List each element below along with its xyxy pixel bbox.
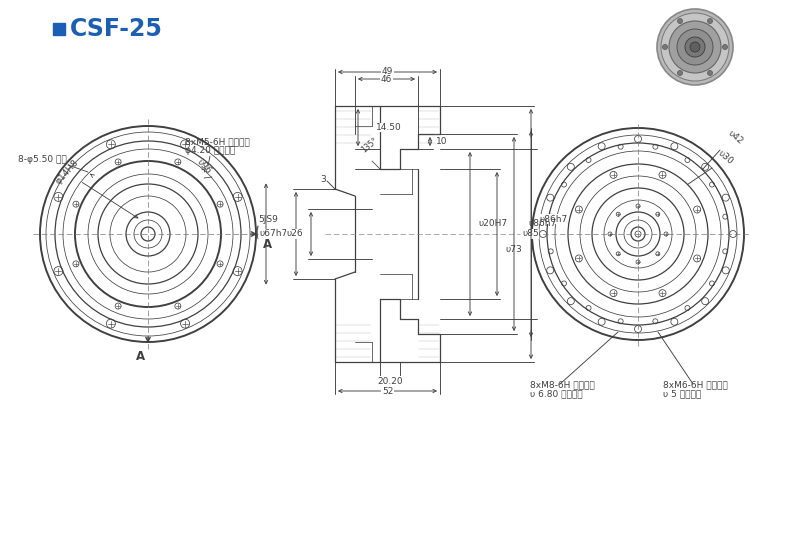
Text: υ86h7: υ86h7 — [539, 215, 567, 224]
Circle shape — [677, 29, 713, 65]
Text: 49: 49 — [382, 67, 393, 77]
Circle shape — [662, 45, 667, 50]
Text: 8xM5-6H 完全贯穿: 8xM5-6H 完全贯穿 — [185, 137, 250, 146]
Text: CSF-25: CSF-25 — [70, 17, 163, 41]
Text: υ107: υ107 — [258, 230, 281, 239]
Circle shape — [722, 45, 727, 50]
Text: 46: 46 — [381, 75, 392, 83]
Text: υ67h7: υ67h7 — [260, 230, 288, 238]
Circle shape — [661, 13, 729, 81]
Text: υ 5 完全贯穿: υ 5 完全贯穿 — [663, 389, 702, 398]
Circle shape — [669, 21, 721, 73]
Text: υ26: υ26 — [286, 230, 303, 238]
Text: 20.20: 20.20 — [377, 376, 403, 385]
Text: 5JS9: 5JS9 — [258, 215, 278, 224]
Text: 52: 52 — [382, 386, 393, 395]
Text: φ14H8: φ14H8 — [54, 158, 81, 186]
Circle shape — [678, 71, 682, 76]
Circle shape — [707, 19, 713, 24]
Text: υ30: υ30 — [716, 148, 734, 166]
Circle shape — [685, 37, 705, 57]
Text: φ4.20 完全贯穿: φ4.20 完全贯穿 — [185, 146, 235, 155]
Text: 14.50: 14.50 — [376, 123, 402, 132]
Text: 8xM6-6H 完全贯穿: 8xM6-6H 完全贯穿 — [663, 380, 728, 389]
Circle shape — [690, 42, 700, 52]
Text: 8xM8-6H 完全贯穿: 8xM8-6H 完全贯穿 — [530, 380, 594, 389]
Text: 135°: 135° — [360, 136, 380, 155]
Text: υ 6.80 完全贯穿: υ 6.80 完全贯穿 — [530, 389, 582, 398]
Circle shape — [678, 19, 682, 24]
Text: 8-φ5.50 贯穿: 8-φ5.50 贯穿 — [18, 155, 66, 164]
Bar — [53, 23, 65, 35]
Text: υ86h7: υ86h7 — [528, 219, 556, 228]
Text: υ85: υ85 — [522, 230, 538, 238]
Text: A: A — [135, 350, 145, 363]
Text: υ73: υ73 — [505, 245, 522, 253]
Circle shape — [707, 71, 713, 76]
Text: υ42: υ42 — [726, 129, 745, 146]
Text: 3: 3 — [320, 174, 326, 183]
Circle shape — [657, 9, 733, 85]
Text: 10: 10 — [436, 137, 447, 146]
Text: A: A — [263, 237, 272, 251]
Text: υ96: υ96 — [195, 157, 213, 176]
Text: υ20H7: υ20H7 — [478, 220, 507, 229]
